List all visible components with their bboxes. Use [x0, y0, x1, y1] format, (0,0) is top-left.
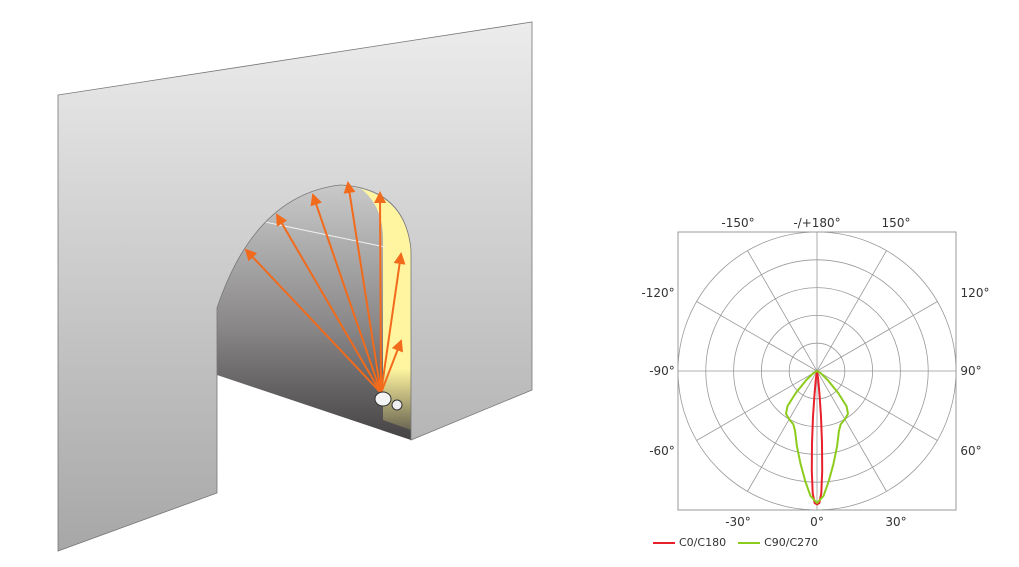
angle-label: 60° [960, 444, 982, 458]
light-glow [335, 185, 411, 430]
legend-item-c90-c270: C90/C270 [738, 536, 818, 549]
inner-back-face [217, 185, 411, 440]
angle-label: 150° [881, 216, 911, 230]
legend-swatch [653, 541, 675, 544]
angle-label: 90° [960, 364, 982, 378]
wall-front-face [57, 21, 533, 552]
legend-swatch [738, 541, 761, 544]
legend-label: C0/C180 [679, 536, 727, 549]
angle-label: -150° [721, 216, 755, 230]
angle-label: -60° [649, 444, 675, 458]
angle-label: -/+180° [793, 216, 841, 230]
wall-grazing-illustration [57, 21, 533, 552]
angle-label: 120° [960, 286, 990, 300]
legend-label: C90/C270 [764, 536, 819, 549]
angle-label: -90° [649, 364, 675, 378]
angle-label: -30° [725, 515, 751, 529]
angle-label: 30° [885, 515, 907, 529]
angle-label: -120° [641, 286, 675, 300]
angle-label: 0° [810, 515, 824, 529]
light-rays [244, 181, 406, 394]
legend-item-c0-c180: C0/C180 [653, 536, 726, 549]
series-curve-c0-c180 [810, 370, 824, 506]
chart-legend: C0/C180 C90/C270 [653, 536, 830, 549]
luminaire-icon [374, 391, 403, 411]
series-curve-c90-c270 [785, 370, 849, 504]
